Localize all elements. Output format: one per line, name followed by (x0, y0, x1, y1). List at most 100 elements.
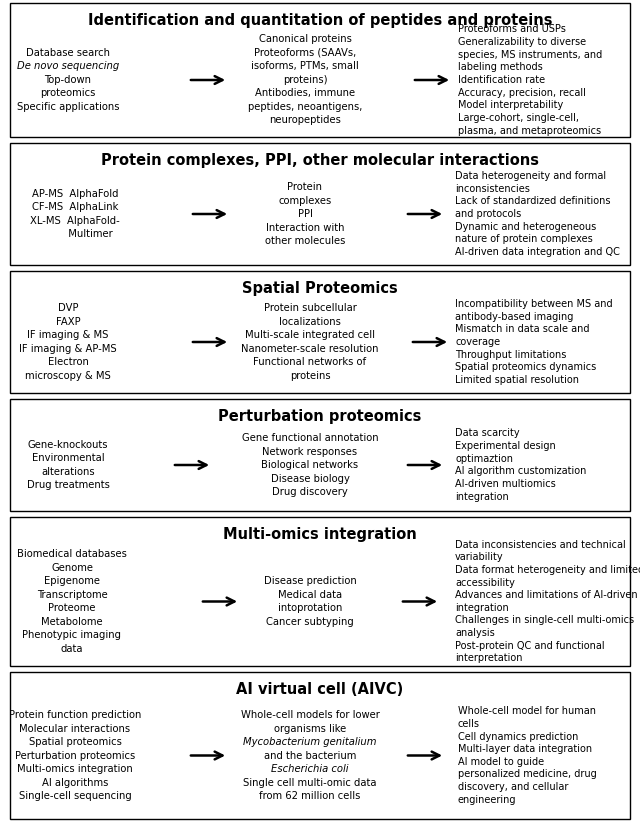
Text: Protein function prediction: Protein function prediction (9, 710, 141, 720)
Text: Top-down: Top-down (45, 75, 92, 85)
Text: Lack of standardized definitions: Lack of standardized definitions (455, 196, 611, 206)
Text: organisms like: organisms like (274, 723, 346, 733)
Text: DVP: DVP (58, 303, 78, 313)
Text: Whole-cell model for human: Whole-cell model for human (458, 706, 596, 716)
Text: species, MS instruments, and: species, MS instruments, and (458, 49, 602, 60)
Text: Database search: Database search (26, 48, 110, 58)
Text: AI algorithm customization: AI algorithm customization (455, 466, 586, 476)
Text: Network responses: Network responses (262, 446, 358, 456)
Text: isoforms, PTMs, small: isoforms, PTMs, small (251, 62, 359, 72)
Text: Data scarcity: Data scarcity (455, 428, 520, 438)
Text: microscopy & MS: microscopy & MS (25, 371, 111, 381)
Text: interpretation: interpretation (455, 653, 522, 663)
Text: Phenotypic imaging: Phenotypic imaging (22, 630, 122, 640)
Text: Proteome: Proteome (48, 603, 96, 613)
Text: Metabolome: Metabolome (41, 616, 103, 626)
Bar (10, 399, 630, 511)
Text: Protein complexes, PPI, other molecular interactions: Protein complexes, PPI, other molecular … (101, 153, 539, 168)
Text: Throughput limitations: Throughput limitations (455, 349, 566, 360)
Text: Model interpretability: Model interpretability (458, 100, 563, 110)
Text: Multimer: Multimer (37, 229, 113, 239)
Text: Advances and limitations of AI-driven: Advances and limitations of AI-driven (455, 590, 637, 600)
Text: Generalizability to diverse: Generalizability to diverse (458, 37, 586, 47)
Text: Multi-layer data integration: Multi-layer data integration (458, 744, 592, 754)
Bar (10, 143, 630, 265)
Text: data: data (61, 644, 83, 653)
Text: Protein subcellular: Protein subcellular (264, 303, 356, 313)
Bar (10, 672, 630, 819)
Text: other molecules: other molecules (265, 236, 345, 246)
Text: alterations: alterations (41, 467, 95, 477)
Text: Disease prediction: Disease prediction (264, 576, 356, 586)
Text: Biological networks: Biological networks (261, 460, 358, 470)
Bar (10, 517, 630, 666)
Text: Proteoforms and USPs: Proteoforms and USPs (458, 25, 566, 35)
Text: Nanometer-scale resolution: Nanometer-scale resolution (241, 344, 379, 353)
Text: labeling methods: labeling methods (458, 62, 543, 72)
Text: analysis: analysis (455, 628, 495, 638)
Text: from 62 million cells: from 62 million cells (259, 791, 361, 801)
Text: Multi-scale integrated cell: Multi-scale integrated cell (245, 330, 375, 340)
Text: proteins: proteins (290, 371, 330, 381)
Bar (10, 271, 630, 393)
Text: personalized medicine, drug: personalized medicine, drug (458, 769, 596, 779)
Text: Epigenome: Epigenome (44, 576, 100, 586)
Text: Gene-knockouts: Gene-knockouts (28, 440, 108, 450)
Text: Proteoforms (SAAVs,: Proteoforms (SAAVs, (254, 48, 356, 58)
Text: plasma, and metaproteomics: plasma, and metaproteomics (458, 126, 601, 136)
Text: and protocols: and protocols (455, 209, 521, 219)
Text: Data heterogeneity and formal: Data heterogeneity and formal (455, 171, 606, 181)
Text: integration: integration (455, 603, 509, 613)
Text: Incompatibility between MS and: Incompatibility between MS and (455, 299, 612, 309)
Text: Spatial proteomics: Spatial proteomics (29, 737, 122, 747)
Text: Protein: Protein (287, 182, 323, 192)
Text: Environmental: Environmental (32, 453, 104, 464)
Text: Limited spatial resolution: Limited spatial resolution (455, 375, 579, 385)
Text: Drug discovery: Drug discovery (272, 487, 348, 497)
Text: Dynamic and heterogeneous: Dynamic and heterogeneous (455, 222, 596, 232)
Text: AI algorithms: AI algorithms (42, 778, 108, 787)
Text: inconsistencies: inconsistencies (455, 184, 530, 194)
Text: Genome: Genome (51, 563, 93, 573)
Text: peptides, neoantigens,: peptides, neoantigens, (248, 102, 362, 112)
Text: Spatial Proteomics: Spatial Proteomics (242, 281, 398, 296)
Text: Disease biology: Disease biology (271, 473, 349, 483)
Text: proteins): proteins) (283, 75, 327, 85)
Text: AI virtual cell (AIVC): AI virtual cell (AIVC) (236, 682, 404, 697)
Text: Data format heterogeneity and limited: Data format heterogeneity and limited (455, 565, 640, 575)
Text: De novo sequencing: De novo sequencing (17, 62, 119, 72)
Text: localizations: localizations (279, 316, 341, 327)
Text: Molecular interactions: Molecular interactions (19, 723, 131, 733)
Text: cells: cells (458, 719, 480, 729)
Text: intoprotation: intoprotation (278, 603, 342, 613)
Text: Large-cohort, single-cell,: Large-cohort, single-cell, (458, 113, 579, 123)
Text: Gene functional annotation: Gene functional annotation (242, 433, 378, 443)
Text: IF imaging & AP-MS: IF imaging & AP-MS (19, 344, 117, 353)
Text: optimaztion: optimaztion (455, 454, 513, 464)
Text: XL-MS  AlphaFold-: XL-MS AlphaFold- (30, 215, 120, 226)
Text: coverage: coverage (455, 337, 500, 347)
Text: nature of protein complexes: nature of protein complexes (455, 234, 593, 244)
Bar (10, 3, 630, 137)
Text: Mismatch in data scale and: Mismatch in data scale and (455, 325, 589, 335)
Text: Data inconsistencies and technical: Data inconsistencies and technical (455, 539, 626, 550)
Text: Multi-omics integration: Multi-omics integration (223, 527, 417, 542)
Text: Electron: Electron (47, 358, 88, 367)
Text: accessibility: accessibility (455, 578, 515, 588)
Text: Escherichia coli: Escherichia coli (271, 764, 349, 774)
Text: antibody-based imaging: antibody-based imaging (455, 312, 573, 321)
Text: AP-MS  AlphaFold: AP-MS AlphaFold (32, 189, 118, 199)
Text: Whole-cell models for lower: Whole-cell models for lower (241, 710, 380, 720)
Text: Single-cell sequencing: Single-cell sequencing (19, 791, 131, 801)
Text: discovery, and cellular: discovery, and cellular (458, 782, 568, 792)
Text: Functional networks of: Functional networks of (253, 358, 367, 367)
Text: Single cell multi-omic data: Single cell multi-omic data (243, 778, 377, 787)
Text: CF-MS  AlphaLink: CF-MS AlphaLink (32, 202, 118, 212)
Text: Accuracy, precision, recall: Accuracy, precision, recall (458, 88, 586, 98)
Text: variability: variability (455, 552, 504, 562)
Text: FAXP: FAXP (56, 316, 80, 327)
Text: Canonical proteins: Canonical proteins (259, 35, 351, 44)
Text: AI-driven data integration and QC: AI-driven data integration and QC (455, 247, 620, 257)
Text: Drug treatments: Drug treatments (27, 480, 109, 490)
Text: Cell dynamics prediction: Cell dynamics prediction (458, 732, 579, 741)
